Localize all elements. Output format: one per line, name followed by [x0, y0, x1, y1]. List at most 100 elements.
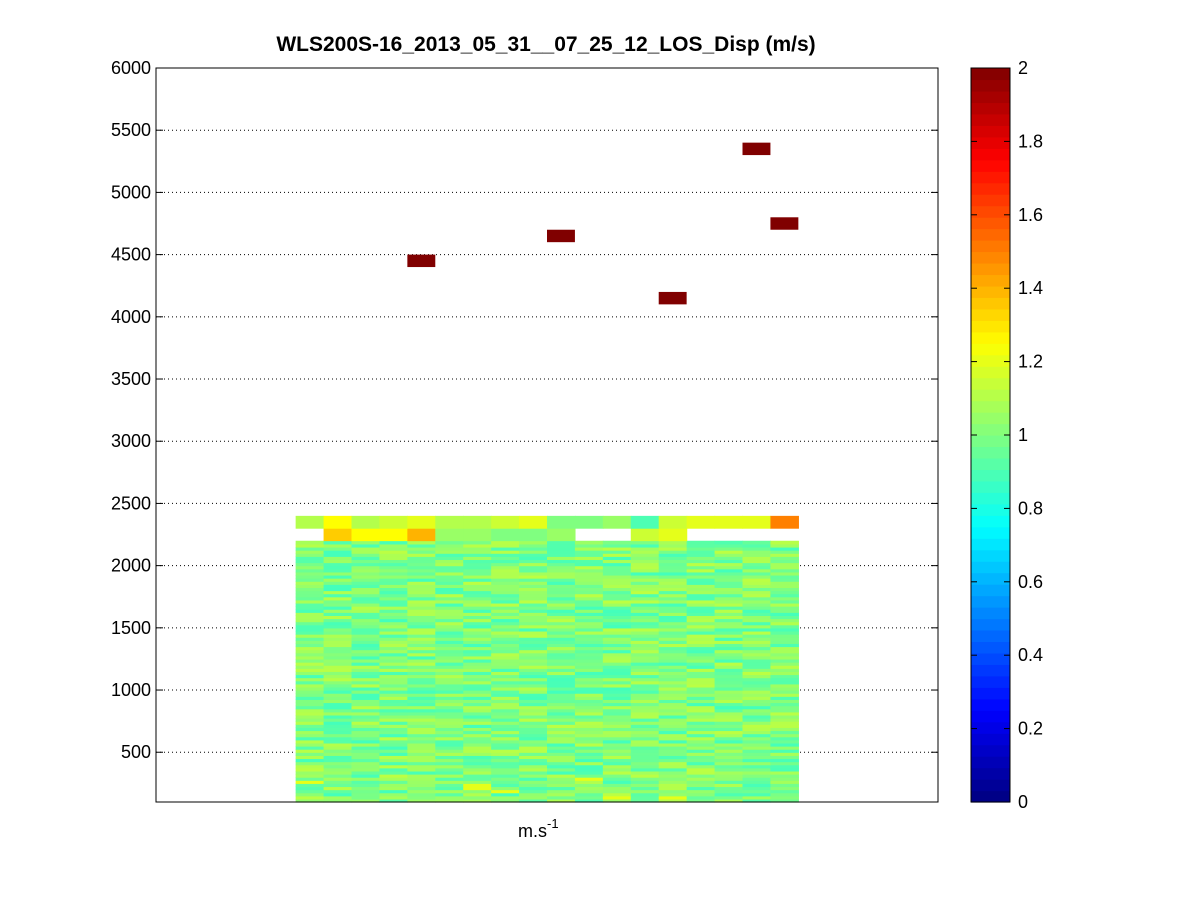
heatmap-cell [379, 742, 408, 747]
heatmap-cell [435, 630, 464, 635]
heatmap-cell [574, 727, 604, 732]
heatmap-cell [519, 655, 548, 660]
heatmap-cell [407, 752, 436, 756]
heatmap-cell [351, 665, 381, 669]
heatmap-cell [491, 556, 520, 561]
heatmap-cell [658, 646, 688, 651]
heatmap-cell [714, 665, 744, 669]
heatmap-cell [351, 693, 381, 697]
heatmap-cell [714, 634, 744, 638]
heatmap-cell [742, 677, 772, 682]
heatmap-cell [323, 618, 353, 623]
heatmap-cell [519, 749, 548, 753]
heatmap-cell [658, 693, 688, 697]
heatmap-cell [379, 609, 408, 613]
heatmap-cell [491, 742, 520, 747]
heatmap-cell [323, 767, 353, 772]
heatmap-cell [630, 581, 660, 585]
heatmap-cell [602, 671, 632, 676]
colorbar-swatch [971, 767, 1010, 780]
heatmap-cell [351, 630, 381, 635]
heatmap-cell [491, 649, 520, 654]
y-tick-label: 5000 [111, 182, 151, 202]
heatmap-cell [323, 718, 353, 722]
colorbar-swatch [971, 240, 1010, 253]
heatmap-cell [351, 680, 381, 685]
heatmap-cell [463, 749, 492, 753]
x-axis-label: m.s-1 [518, 816, 559, 841]
heatmap-cell [295, 665, 325, 669]
heatmap-cell [602, 652, 632, 657]
heatmap-cell [686, 786, 716, 791]
heatmap-cell [407, 777, 436, 781]
colorbar-swatch [971, 285, 1010, 298]
heatmap-cell [491, 696, 520, 700]
heatmap-cell [602, 798, 632, 803]
heatmap-cell [519, 683, 548, 688]
heatmap-cell [295, 627, 325, 632]
heatmap-cell [686, 721, 716, 725]
heatmap-cell [658, 730, 688, 735]
heatmap-cell [658, 708, 688, 713]
heatmap-cell [574, 761, 604, 766]
heatmap-cell [435, 643, 464, 648]
colorbar-swatch [971, 457, 1010, 471]
heatmap-cell [463, 742, 492, 747]
heatmap-cell [630, 690, 660, 694]
heatmap-cell [519, 770, 548, 775]
heatmap-cell [602, 711, 632, 716]
heatmap-cell [658, 562, 688, 567]
colorbar-swatch [971, 607, 1010, 620]
heatmap-cell [602, 581, 632, 585]
heatmap-cell [295, 780, 325, 784]
heatmap-cell [323, 770, 353, 775]
heatmap-cell [351, 574, 381, 579]
heatmap-cell [519, 783, 548, 788]
heatmap-cell [491, 702, 520, 707]
heatmap-cell [435, 680, 464, 685]
heatmap-cell [323, 584, 353, 588]
heatmap-cell [463, 655, 492, 660]
heatmap-cell [519, 721, 548, 725]
heatmap-cell [351, 761, 381, 766]
heatmap-cell [519, 612, 548, 616]
heatmap-cell [547, 550, 576, 554]
heatmap-cell [742, 649, 772, 654]
heatmap-cell [547, 568, 576, 573]
heatmap-cell [519, 780, 548, 784]
heatmap-cell [742, 634, 772, 638]
heatmap-cell [742, 590, 772, 595]
heatmap-cell [463, 556, 492, 561]
heatmap-cell [686, 693, 716, 697]
heatmap-cell [463, 584, 492, 588]
heatmap-cell [463, 543, 492, 548]
heatmap-cell [323, 733, 353, 738]
heatmap-cell [351, 637, 381, 641]
heatmap-cell [295, 680, 325, 685]
heatmap-cell [491, 671, 520, 676]
heatmap-cell [602, 550, 632, 554]
heatmap-cell [547, 596, 576, 601]
heatmap-cell [519, 739, 548, 744]
heatmap-cell [602, 786, 632, 791]
heatmap-cell [295, 621, 325, 626]
heatmap-cell [574, 749, 604, 753]
heatmap-cell [630, 736, 660, 741]
heatmap-cell [407, 690, 436, 694]
heatmap-cell [463, 718, 492, 722]
heatmap-cell [630, 798, 660, 803]
heatmap-cell [686, 665, 716, 669]
heatmap-cell [295, 630, 325, 635]
heatmap-cell [379, 643, 408, 648]
colorbar-swatch [971, 412, 1010, 425]
heatmap-cell [686, 618, 716, 623]
heatmap-cell [463, 702, 492, 707]
heatmap-cell [686, 674, 716, 679]
heatmap-cell [407, 634, 436, 638]
heatmap-cell [435, 721, 464, 725]
heatmap-cell [742, 671, 772, 676]
heatmap-cell [686, 705, 716, 710]
heatmap-cell [602, 783, 632, 788]
heatmap-cell [547, 752, 576, 756]
heatmap-cell [602, 774, 632, 778]
